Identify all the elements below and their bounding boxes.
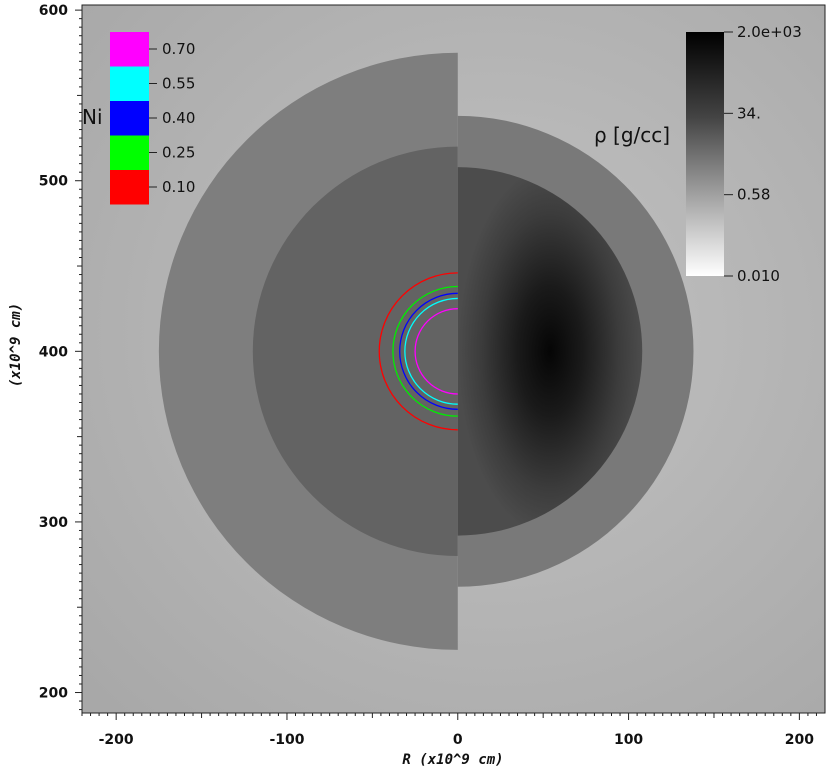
right-density-core xyxy=(457,167,643,536)
x-axis: -200 -100 0 100 200 xyxy=(81,713,817,748)
density-colorbar: ρ [g/cc] 2.0e+03 34. 0.58 0.010 xyxy=(594,23,802,285)
ni-legend-label: 0.25 xyxy=(162,144,195,162)
y-axis: 200 300 400 500 600 xyxy=(39,3,82,711)
ni-legend: Ni 0.70 0.55 0.40 0.25 0.10 xyxy=(82,32,195,205)
ni-legend-label: 0.70 xyxy=(162,40,195,58)
y-tick-label: 500 xyxy=(39,174,68,190)
colorbar-tick-label: 0.58 xyxy=(737,186,770,204)
y-axis-title: (x10^9 cm) xyxy=(8,303,24,387)
ni-contour-0_1 xyxy=(378,272,458,431)
ni-legend-label: 0.40 xyxy=(162,109,195,127)
ni-legend-title: Ni xyxy=(82,105,103,129)
colorbar-title: ρ [g/cc] xyxy=(594,123,670,147)
ni-legend-swatch xyxy=(110,32,149,67)
x-tick-label: 200 xyxy=(785,732,814,748)
x-tick-label: 100 xyxy=(614,732,643,748)
x-axis-title: R (x10^9 cm) xyxy=(402,752,503,768)
colorbar-tick-label: 0.010 xyxy=(737,267,780,285)
ni-contour-0_55 xyxy=(404,297,458,405)
colorbar-gradient xyxy=(686,32,724,276)
ni-contour-0_7 xyxy=(414,308,458,395)
plot-frame xyxy=(81,4,826,714)
y-tick-label: 300 xyxy=(39,515,68,531)
ni-legend-label: 0.10 xyxy=(162,178,195,196)
ni-legend-swatch xyxy=(110,135,149,170)
ni-contour-0_25 xyxy=(392,285,458,417)
left-inner-region xyxy=(252,146,458,557)
ni-legend-label: 0.55 xyxy=(162,75,195,93)
y-tick-label: 600 xyxy=(39,3,68,19)
y-tick-label: 400 xyxy=(39,344,68,360)
ni-legend-swatch xyxy=(110,170,149,205)
ni-legend-swatch xyxy=(110,101,149,136)
colorbar-tick-label: 34. xyxy=(737,104,761,122)
x-tick-label: -200 xyxy=(99,732,134,748)
ni-legend-swatch xyxy=(110,66,149,101)
y-tick-label: 200 xyxy=(39,686,68,702)
colorbar-tick-label: 2.0e+03 xyxy=(737,23,802,41)
x-tick-label: 0 xyxy=(453,732,463,748)
nickel-contours xyxy=(378,272,458,431)
x-tick-label: -100 xyxy=(269,732,304,748)
ni-contour-0_4 xyxy=(399,292,458,410)
